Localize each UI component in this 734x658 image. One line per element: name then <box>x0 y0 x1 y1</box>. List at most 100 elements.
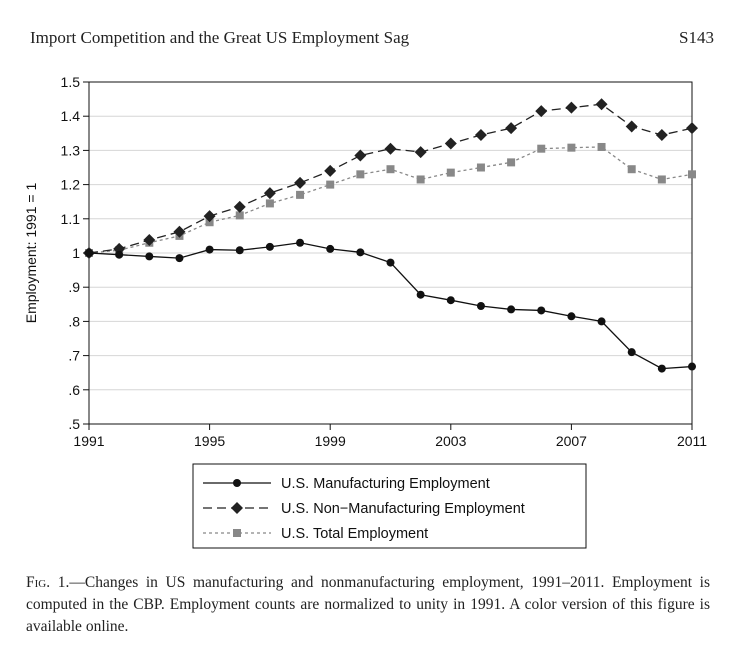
grid <box>89 81 692 425</box>
data-point <box>444 137 457 150</box>
y-tick-label: .5 <box>68 416 80 432</box>
employment-line-chart: .5 .6 .7 .8 .9 1 1.1 1.2 1.3 1.4 1.5 1991 1995 1999 2… <box>23 74 707 549</box>
y-tick-label: .6 <box>68 382 80 398</box>
data-point <box>476 302 485 311</box>
data-point <box>476 163 485 172</box>
data-point <box>354 149 367 162</box>
data-point <box>235 246 244 255</box>
x-axis: 1991 1995 1999 2003 2007 2011 <box>73 424 707 449</box>
data-point <box>356 170 365 179</box>
legend-label: U.S. Non−Manufacturing Employment <box>281 501 525 517</box>
series-line <box>88 103 693 254</box>
data-point <box>416 290 425 299</box>
data-point <box>326 244 335 253</box>
series-u-s-non-manufacturing-employment <box>83 98 698 259</box>
y-axis-title: Employment: 1991 = 1 <box>23 183 39 324</box>
y-tick-label: 1.1 <box>61 211 81 227</box>
data-point <box>294 176 307 189</box>
data-point <box>446 168 455 177</box>
y-tick-label: 1 <box>72 245 80 261</box>
data-point <box>537 306 546 315</box>
data-point <box>175 254 184 263</box>
caption-text: —Changes in US manufacturing and nonmanu… <box>26 574 710 635</box>
x-tick-label: 2007 <box>556 433 587 449</box>
data-point <box>597 142 606 151</box>
data-point <box>567 312 576 321</box>
data-point <box>597 317 606 326</box>
legend-marker <box>233 529 241 537</box>
data-point <box>474 129 487 142</box>
data-point <box>324 164 337 177</box>
figure-caption: Fig. 1.—Changes in US manufacturing and … <box>26 572 710 638</box>
data-point <box>688 170 696 179</box>
y-tick-label: .7 <box>68 348 80 364</box>
data-point <box>296 238 305 247</box>
legend-marker <box>231 502 243 514</box>
data-point <box>145 252 154 261</box>
data-point <box>115 250 124 259</box>
data-point <box>507 158 516 167</box>
data-point <box>657 364 666 373</box>
data-point <box>356 248 365 257</box>
series-group <box>83 98 698 373</box>
data-point <box>567 143 576 152</box>
data-point <box>265 242 274 251</box>
series-u-s-total-employment <box>85 142 696 257</box>
data-point <box>263 187 276 200</box>
data-point <box>113 242 126 255</box>
page-number: S143 <box>679 28 714 47</box>
legend: U.S. Manufacturing Employment U.S. Non−Ma… <box>192 463 587 549</box>
data-point <box>507 305 516 314</box>
data-point <box>655 129 668 142</box>
data-point <box>627 165 636 174</box>
data-point <box>535 105 548 118</box>
data-point <box>537 144 546 153</box>
data-point <box>386 165 395 174</box>
data-point <box>505 122 518 135</box>
x-tick-label: 2011 <box>677 433 707 449</box>
data-point <box>384 142 397 155</box>
data-point <box>85 249 93 257</box>
series-u-s-manufacturing-employment <box>85 238 696 373</box>
figure-label: Fig. 1. <box>26 574 70 591</box>
data-point <box>627 348 636 357</box>
running-title: Import Competition and the Great US Empl… <box>30 28 410 47</box>
y-tick-label: 1.4 <box>61 108 81 124</box>
y-tick-label: 1.3 <box>61 142 81 158</box>
legend-item-u-s-total-employment: U.S. Total Employment <box>203 526 428 542</box>
y-axis: .5 .6 .7 .8 .9 1 1.1 1.2 1.3 1.4 1.5 <box>61 74 89 432</box>
y-tick-label: 1.5 <box>61 74 81 90</box>
data-point <box>203 210 216 223</box>
data-point <box>386 258 395 267</box>
data-point <box>625 120 638 133</box>
data-point <box>205 218 214 227</box>
data-point <box>143 234 156 247</box>
y-tick-label: .8 <box>68 313 80 329</box>
data-point <box>265 199 274 208</box>
x-tick-label: 1995 <box>194 433 225 449</box>
legend-marker <box>233 479 241 487</box>
data-point <box>235 211 244 220</box>
legend-item-u-s-manufacturing-employment: U.S. Manufacturing Employment <box>203 476 490 492</box>
data-point <box>205 245 214 254</box>
y-tick-label: 1.2 <box>61 177 81 193</box>
y-tick-label: .9 <box>68 279 80 295</box>
x-tick-label: 1991 <box>73 433 104 449</box>
x-tick-label: 1999 <box>315 433 346 449</box>
data-point <box>595 98 608 111</box>
data-point <box>565 101 578 114</box>
data-point <box>296 190 305 199</box>
data-point <box>686 122 698 135</box>
legend-item-u-s-non-manufacturing-employment: U.S. Non−Manufacturing Employment <box>203 501 525 517</box>
data-point <box>173 225 186 238</box>
data-point <box>688 362 696 371</box>
legend-label: U.S. Total Employment <box>281 526 428 542</box>
data-point <box>414 146 427 159</box>
data-point <box>446 296 455 305</box>
data-point <box>233 200 246 213</box>
data-point <box>326 180 335 189</box>
x-tick-label: 2003 <box>435 433 466 449</box>
legend-box <box>192 463 587 549</box>
legend-label: U.S. Manufacturing Employment <box>281 476 490 492</box>
running-header: Import Competition and the Great US Empl… <box>30 28 714 52</box>
